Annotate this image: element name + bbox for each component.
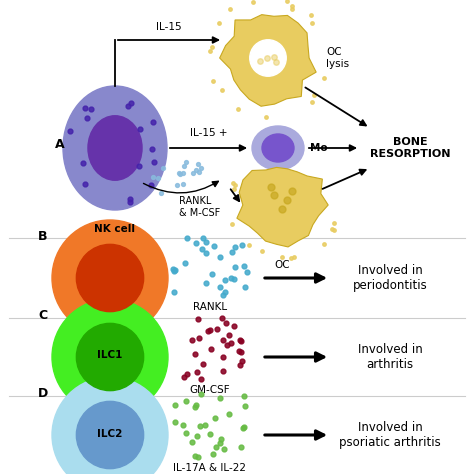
Text: B: B <box>38 230 47 243</box>
Text: BONE
RESORPTION: BONE RESORPTION <box>370 137 450 159</box>
Text: GM-CSF: GM-CSF <box>190 385 230 395</box>
Polygon shape <box>219 15 316 106</box>
Ellipse shape <box>52 220 168 336</box>
Text: OC: OC <box>274 260 290 270</box>
Circle shape <box>250 40 286 76</box>
Text: ILC1: ILC1 <box>97 350 123 360</box>
Text: OC
lysis: OC lysis <box>326 47 349 69</box>
Text: IL-15: IL-15 <box>156 22 182 32</box>
Text: IL-15 +: IL-15 + <box>190 128 227 138</box>
Text: Involved in
psoriatic arthritis: Involved in psoriatic arthritis <box>339 421 441 449</box>
Text: NK cell: NK cell <box>94 224 136 234</box>
FancyArrowPatch shape <box>144 181 219 193</box>
Ellipse shape <box>76 323 144 391</box>
Text: Mo: Mo <box>310 143 328 153</box>
Ellipse shape <box>88 116 142 180</box>
Text: Involved in
arthritis: Involved in arthritis <box>357 343 422 371</box>
Text: RANKL: RANKL <box>193 302 227 312</box>
Text: C: C <box>38 309 47 322</box>
Text: A: A <box>55 138 64 152</box>
Text: Involved in
periodontitis: Involved in periodontitis <box>353 264 428 292</box>
Ellipse shape <box>252 126 304 170</box>
Ellipse shape <box>52 377 168 474</box>
Ellipse shape <box>76 401 144 469</box>
Ellipse shape <box>63 86 167 210</box>
Ellipse shape <box>52 299 168 415</box>
Polygon shape <box>237 167 328 247</box>
Ellipse shape <box>262 134 294 162</box>
Text: D: D <box>38 387 48 400</box>
Text: ILC2: ILC2 <box>97 429 123 439</box>
Text: RANKL
& M-CSF: RANKL & M-CSF <box>179 196 220 218</box>
Text: IL-17A & IL-22: IL-17A & IL-22 <box>173 463 246 473</box>
Ellipse shape <box>76 245 144 311</box>
